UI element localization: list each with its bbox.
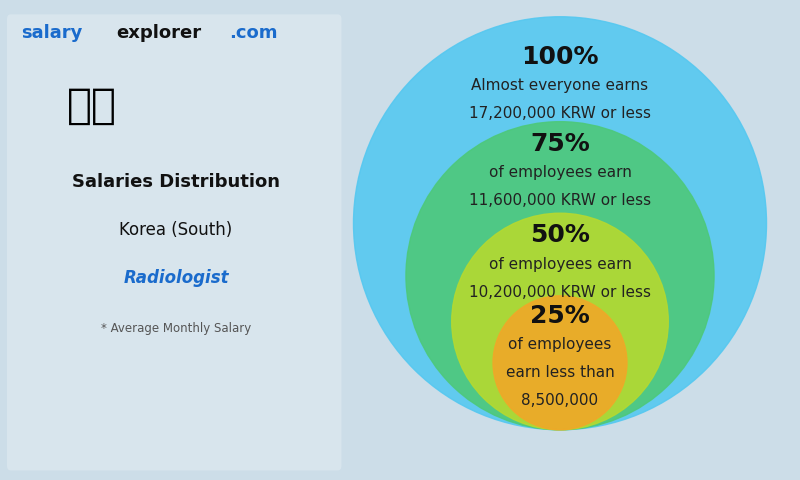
Text: .com: .com: [229, 24, 278, 42]
Text: 50%: 50%: [530, 223, 590, 247]
Text: earn less than: earn less than: [506, 365, 614, 380]
Text: of employees: of employees: [508, 337, 612, 352]
Text: of employees earn: of employees earn: [489, 165, 631, 180]
FancyBboxPatch shape: [7, 14, 342, 470]
Text: 10,200,000 KRW or less: 10,200,000 KRW or less: [469, 285, 651, 300]
Text: Korea (South): Korea (South): [119, 221, 233, 239]
Text: salary: salary: [21, 24, 82, 42]
Text: 17,200,000 KRW or less: 17,200,000 KRW or less: [469, 106, 651, 121]
Circle shape: [406, 121, 714, 430]
Text: 8,500,000: 8,500,000: [522, 393, 598, 408]
Text: 25%: 25%: [530, 304, 590, 328]
Text: explorer: explorer: [116, 24, 202, 42]
Circle shape: [354, 17, 766, 430]
Text: * Average Monthly Salary: * Average Monthly Salary: [101, 322, 251, 335]
Text: 75%: 75%: [530, 132, 590, 156]
Text: 11,600,000 KRW or less: 11,600,000 KRW or less: [469, 193, 651, 208]
Text: Salaries Distribution: Salaries Distribution: [72, 173, 280, 191]
Text: Radiologist: Radiologist: [123, 269, 229, 287]
Text: 🇰🇷: 🇰🇷: [66, 84, 117, 127]
Text: 100%: 100%: [522, 45, 598, 69]
Circle shape: [493, 296, 627, 430]
Text: Almost everyone earns: Almost everyone earns: [471, 78, 649, 93]
Text: of employees earn: of employees earn: [489, 257, 631, 272]
Circle shape: [452, 213, 668, 430]
